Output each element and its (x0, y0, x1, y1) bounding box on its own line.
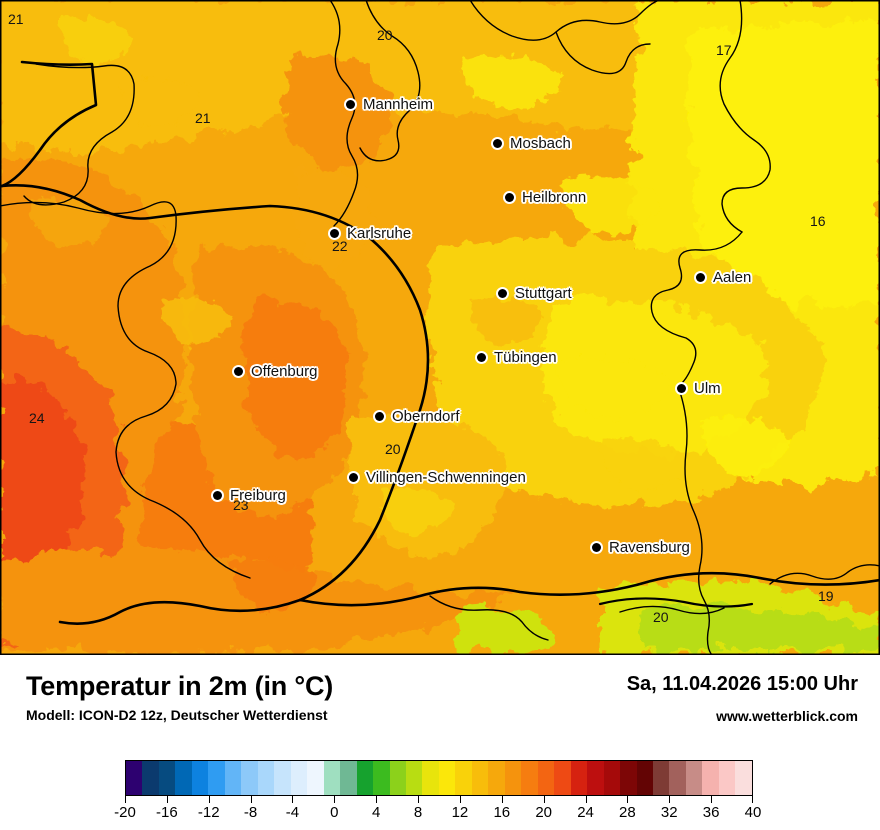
colorbar-segment (702, 761, 719, 795)
colorbar-tick-label: 4 (372, 804, 381, 821)
colorbar-segment (274, 761, 291, 795)
colorbar-segment (126, 761, 143, 795)
colorbar-tick (418, 796, 420, 803)
colorbar-tick-label: 0 (330, 804, 339, 821)
colorbar-segment (455, 761, 472, 795)
colorbar-tick-label: 40 (744, 804, 762, 821)
colorbar-segment (389, 761, 406, 795)
colorbar-segment (208, 761, 225, 795)
colorbar-segment (587, 761, 604, 795)
colorbar-tick (711, 796, 713, 803)
colorbar-segment (405, 761, 423, 795)
colorbar-tick (627, 796, 629, 803)
colorbar-segment (521, 761, 538, 795)
colorbar-tick-labels: -20 -16 -12 -8 -4 0 4 8 12 16 20 24 28 32 36 40 (114, 804, 761, 824)
colorbar-segment (356, 761, 374, 795)
colorbar-segment (603, 761, 621, 795)
colorbar-tick (166, 796, 168, 803)
colorbar-tick-label: 36 (702, 804, 720, 821)
colorbar-tick (376, 796, 378, 803)
colorbar-segment (290, 761, 308, 795)
page-title: Temperatur in 2m (in °C) (26, 671, 334, 701)
colorbar-tick (292, 796, 294, 803)
colorbar-segment (504, 761, 522, 795)
map-footer: Temperatur in 2m (in °C) Modell: ICON-D2… (0, 655, 880, 830)
colorbar-tick (543, 796, 545, 803)
colorbar-segment (570, 761, 588, 795)
colorbar-segment (669, 761, 686, 795)
colorbar-tick-label: 12 (451, 804, 469, 821)
colorbar-segment (142, 761, 159, 795)
colorbar-tick-label: -16 (156, 804, 178, 821)
colorbar-segment (323, 761, 341, 795)
colorbar-tick-label: 28 (619, 804, 636, 821)
colorbar-tick (501, 796, 503, 803)
colorbar-tick (585, 796, 587, 803)
colorbar-segment (257, 761, 275, 795)
colorbar-segment (224, 761, 242, 795)
colorbar-tick-label: 32 (660, 804, 678, 821)
colorbar-segment (158, 761, 176, 795)
colorbar-tick-label: -4 (285, 804, 300, 821)
colorbar-tick-label: 20 (535, 804, 552, 821)
colorbar-tick-label: -8 (243, 804, 258, 821)
colorbar-segment (488, 761, 505, 795)
colorbar-tick-label: 8 (413, 804, 423, 821)
colorbar-segment (718, 761, 736, 795)
colorbar-ticks (125, 796, 753, 804)
colorbar-segment (620, 761, 637, 795)
valid-time: Sa, 11.04.2026 15:00 Uhr (626, 673, 858, 695)
colorbar-segment (307, 761, 324, 795)
colorbar-tick (459, 796, 461, 803)
colorbar-segment (175, 761, 192, 795)
colorbar-tick-label: -12 (197, 804, 220, 821)
colorbar: -20 -16 -12 -8 -4 0 4 8 12 16 20 24 28 32 36 40 (114, 760, 761, 821)
colorbar-segment (373, 761, 390, 795)
colorbar-segment (735, 761, 752, 795)
colorbar-segment (537, 761, 555, 795)
colorbar-tick-label: -20 (114, 804, 136, 821)
colorbar-tick (208, 796, 210, 803)
colorbar-segment (340, 761, 357, 795)
colorbar-tick (334, 796, 336, 803)
colorbar-tick (250, 796, 252, 803)
temperature-field (0, 0, 880, 655)
colorbar-segment (241, 761, 258, 795)
colorbar-segment (653, 761, 670, 795)
brand-url: www.wetterblick.com (716, 708, 858, 724)
model-subtitle: Modell: ICON-D2 12z, Deutscher Wetterdie… (26, 707, 328, 723)
colorbar-segment (685, 761, 703, 795)
colorbar-tick-label: 16 (493, 804, 511, 821)
colorbar-segment (191, 761, 209, 795)
colorbar-segment (438, 761, 456, 795)
colorbar-segment (471, 761, 489, 795)
colorbar-segment (554, 761, 571, 795)
colorbar-gradient (125, 760, 753, 796)
colorbar-tick (125, 796, 126, 803)
colorbar-tick (669, 796, 671, 803)
colorbar-segment (636, 761, 653, 795)
colorbar-segment (422, 761, 439, 795)
colorbar-tick (752, 796, 753, 803)
colorbar-tick-label: 24 (577, 804, 594, 821)
